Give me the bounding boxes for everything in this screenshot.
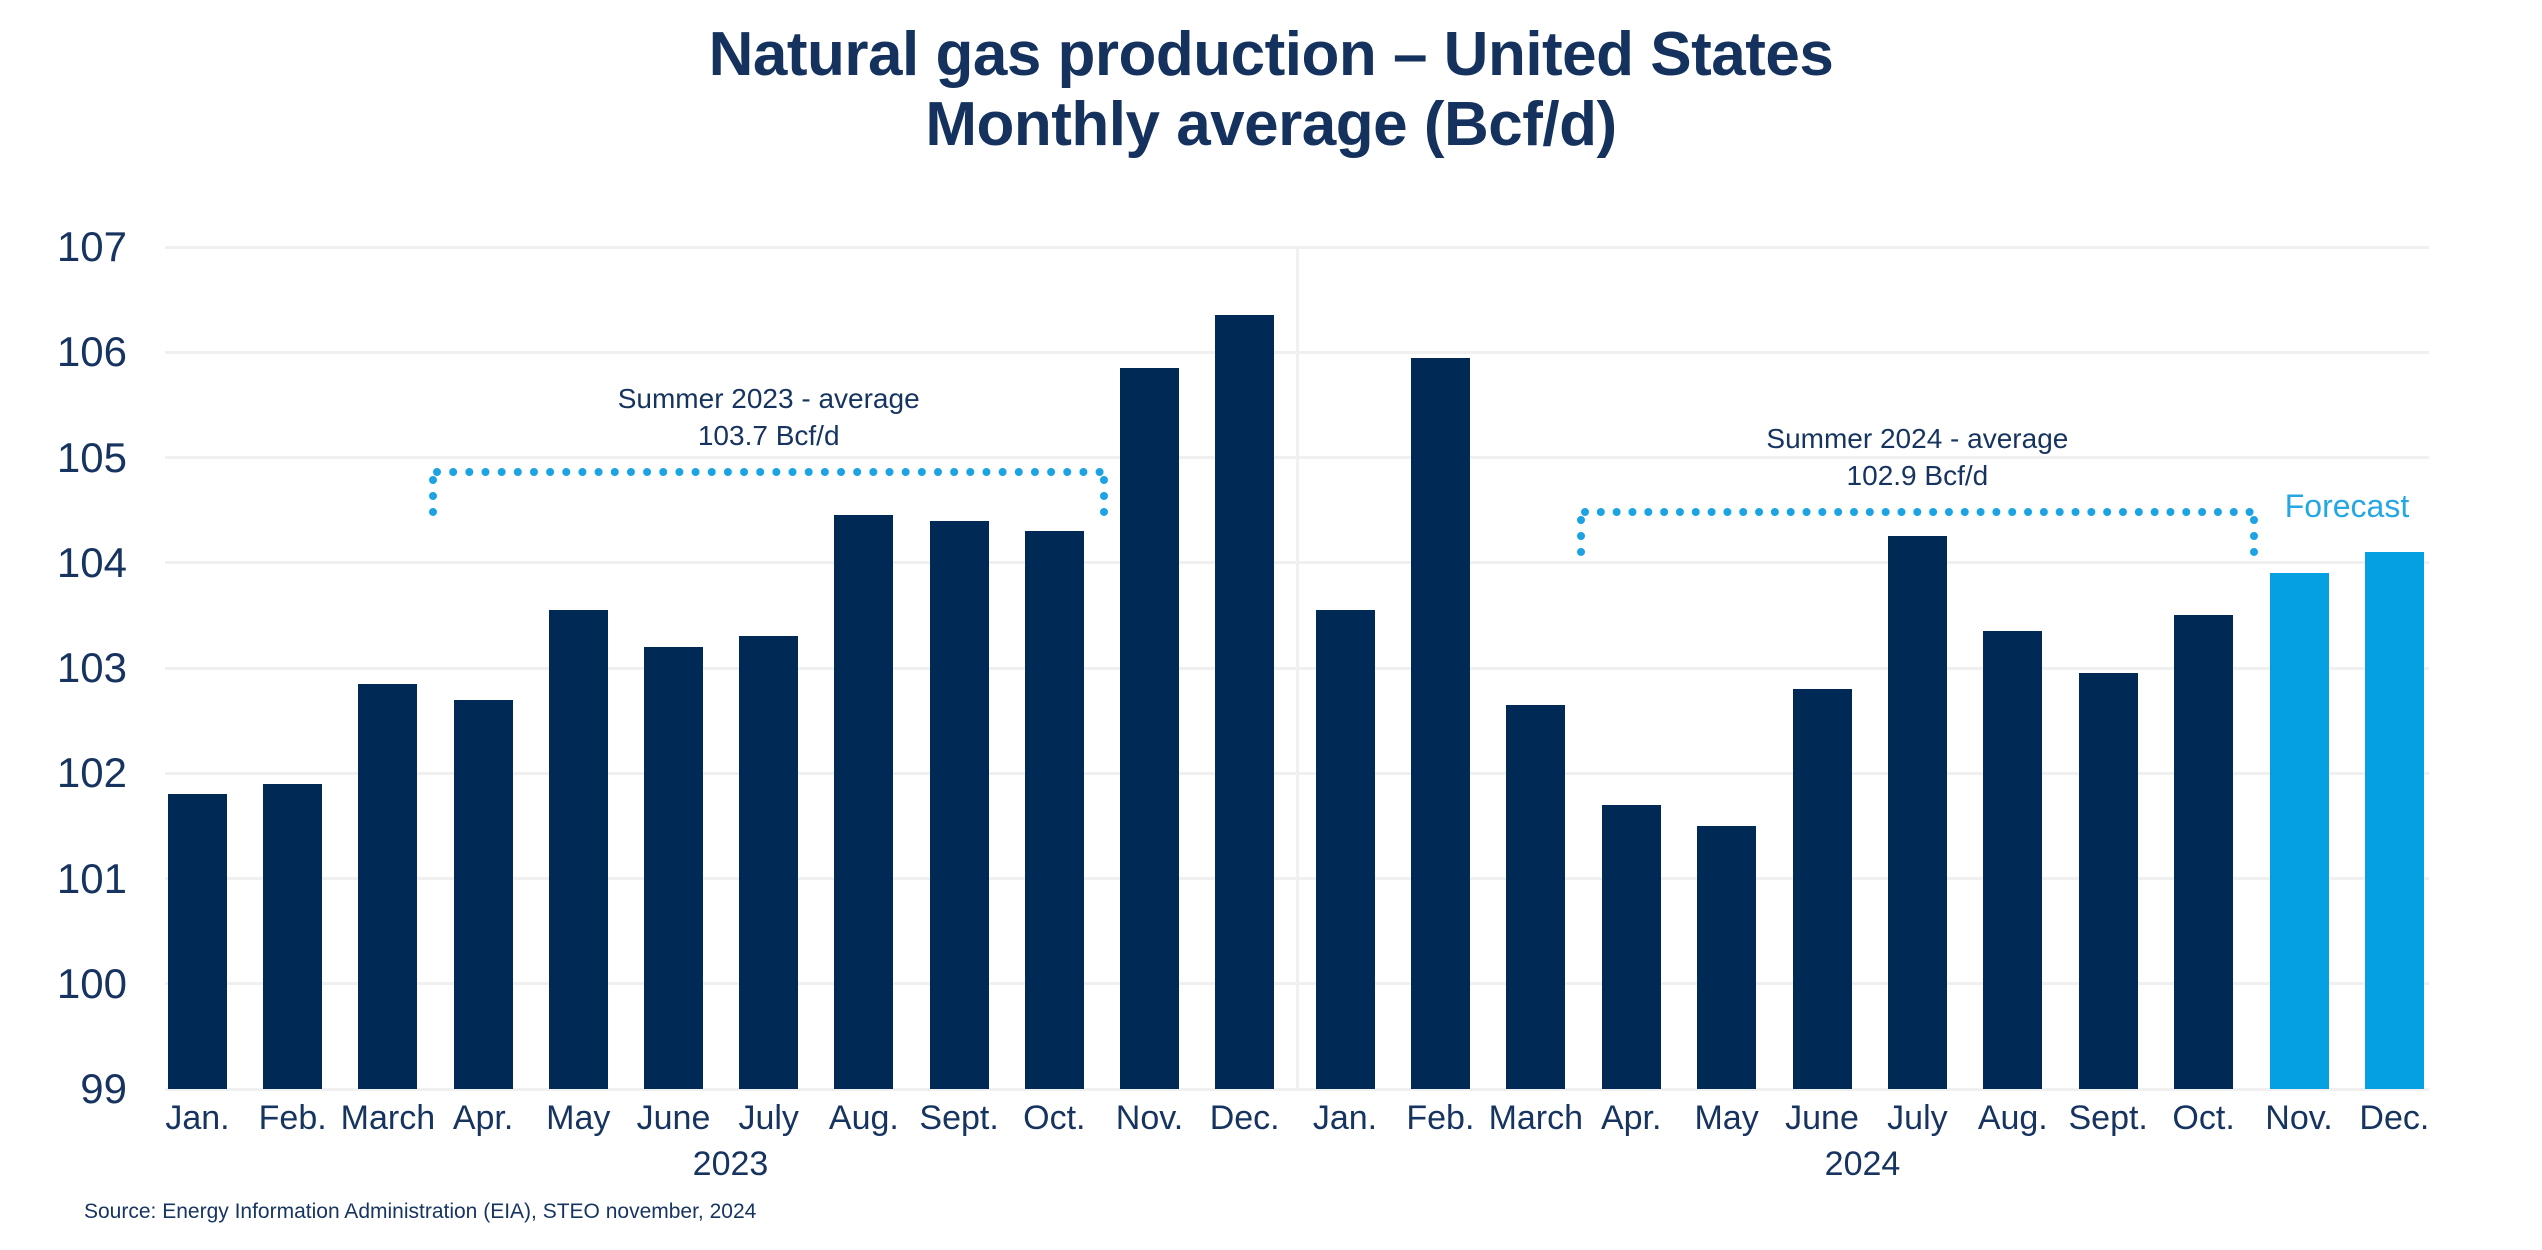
y-axis-tick-106: 106: [56, 328, 127, 376]
month-label-2024-March: March: [1488, 1099, 1584, 1137]
bracket-end-tick-right: [2249, 516, 2258, 557]
bar-2024-Apr: [1601, 804, 1661, 1089]
month-label-2023-Aug: Aug.: [828, 1099, 899, 1137]
year-label-2024: 2024: [1824, 1145, 1901, 1183]
forecast-legend-label: Forecast: [2284, 488, 2410, 524]
month-label-2023-Sept: Sept.: [919, 1099, 999, 1137]
month-label-2023-May: May: [546, 1099, 611, 1137]
bracket-end-tick-left: [429, 476, 438, 517]
bar-2023-Apr: [453, 699, 513, 1089]
bar-2023-Jan: [168, 794, 227, 1089]
chart-title-line2: Monthly average (Bcf/d): [925, 90, 1617, 159]
bar-2023-Oct: [1024, 531, 1084, 1089]
summer-average-bracket-2023: [429, 468, 1109, 517]
bracket-end-tick-right: [1100, 476, 1109, 517]
month-label-2023-Nov: Nov.: [1115, 1099, 1184, 1137]
chart-title-line1: Natural gas production – United States: [708, 20, 1834, 89]
month-label-2024-Oct: Oct.: [2172, 1099, 2235, 1137]
month-label-2023-July: July: [738, 1099, 799, 1137]
bar-2023-June: [644, 646, 703, 1089]
bar-2023-Dec: [1215, 315, 1275, 1089]
y-axis-tick-103: 103: [56, 644, 127, 691]
bar-2024-Sept: [2078, 673, 2138, 1089]
summer-average-bracket-2024: [1577, 508, 2258, 557]
y-axis-tick-105: 105: [56, 433, 127, 481]
month-label-2023-Apr: Apr.: [452, 1099, 514, 1137]
month-label-2023-March: March: [340, 1099, 436, 1137]
month-label-2024-Aug: Aug.: [1977, 1099, 2048, 1137]
month-label-2024-July: July: [1887, 1099, 1948, 1137]
gridline-99: [165, 1087, 2429, 1091]
annotation-label: Summer 2023 - average: [617, 383, 920, 415]
year-label-2023: 2023: [692, 1145, 769, 1183]
bar-2023-Aug: [834, 515, 894, 1089]
month-label-2024-Apr: Apr.: [1600, 1099, 1662, 1137]
y-axis-tick-107: 107: [56, 223, 127, 270]
bar-2023-May: [548, 610, 608, 1089]
source-note: Source: Energy Information Administratio…: [84, 1200, 757, 1223]
chart-title: Natural gas production – United States M…: [0, 20, 2542, 160]
bar-2024-June: [1792, 689, 1852, 1089]
bar-2024-May: [1697, 825, 1757, 1089]
month-label-2024-Dec: Dec.: [2359, 1099, 2430, 1137]
y-axis-tick-101: 101: [56, 854, 127, 902]
month-label-2023-Dec: Dec.: [1209, 1099, 1280, 1137]
bar-2024-Oct: [2174, 615, 2234, 1089]
month-label-2023-Feb: Feb.: [258, 1099, 327, 1137]
summer-average-annotation-2024: Summer 2024 - average 102.9 Bcf/d: [1581, 420, 2253, 494]
summer-average-annotation-2023: Summer 2023 - average 103.7 Bcf/d: [433, 380, 1104, 454]
annotation-label: Summer 2024 - average: [1766, 423, 2069, 455]
month-label-2024-Nov: Nov.: [2265, 1099, 2333, 1137]
bracket-end-tick-left: [1577, 516, 1586, 557]
bar-2024-Dec: [2364, 552, 2424, 1089]
bar-2024-Nov: [2269, 573, 2329, 1089]
month-label-2023-June: June: [636, 1099, 711, 1137]
annotation-value: 103.7 Bcf/d: [697, 420, 840, 452]
bar-2024-July: [1887, 536, 1947, 1089]
bar-2023-Sept: [929, 520, 989, 1089]
month-label-2024-Feb: Feb.: [1406, 1099, 1475, 1137]
bar-2024-March: [1506, 704, 1566, 1089]
month-label-2024-Sept: Sept.: [2068, 1099, 2148, 1137]
annotation-value: 102.9 Bcf/d: [1846, 460, 1989, 492]
month-label-2024-Jan: Jan.: [1312, 1099, 1378, 1137]
bar-2024-Feb: [1410, 357, 1470, 1089]
month-label-2023-Oct: Oct.: [1023, 1099, 1086, 1137]
y-axis-tick-100: 100: [56, 959, 127, 1007]
y-axis-tick-99: 99: [80, 1065, 127, 1112]
y-axis-tick-102: 102: [56, 749, 127, 797]
bar-2023-Nov: [1120, 368, 1179, 1089]
month-label-2023-Jan: Jan.: [165, 1099, 230, 1137]
bar-2024-Aug: [1983, 631, 2043, 1089]
month-label-2024-June: June: [1785, 1099, 1859, 1137]
bar-2023-March: [358, 683, 418, 1089]
bar-2023-July: [739, 636, 799, 1089]
bar-2023-Feb: [263, 783, 323, 1089]
month-label-2024-May: May: [1694, 1099, 1759, 1137]
y-axis-tick-104: 104: [56, 538, 127, 586]
bar-2024-Jan: [1315, 610, 1375, 1089]
year-separator-line: [1296, 247, 1299, 1089]
